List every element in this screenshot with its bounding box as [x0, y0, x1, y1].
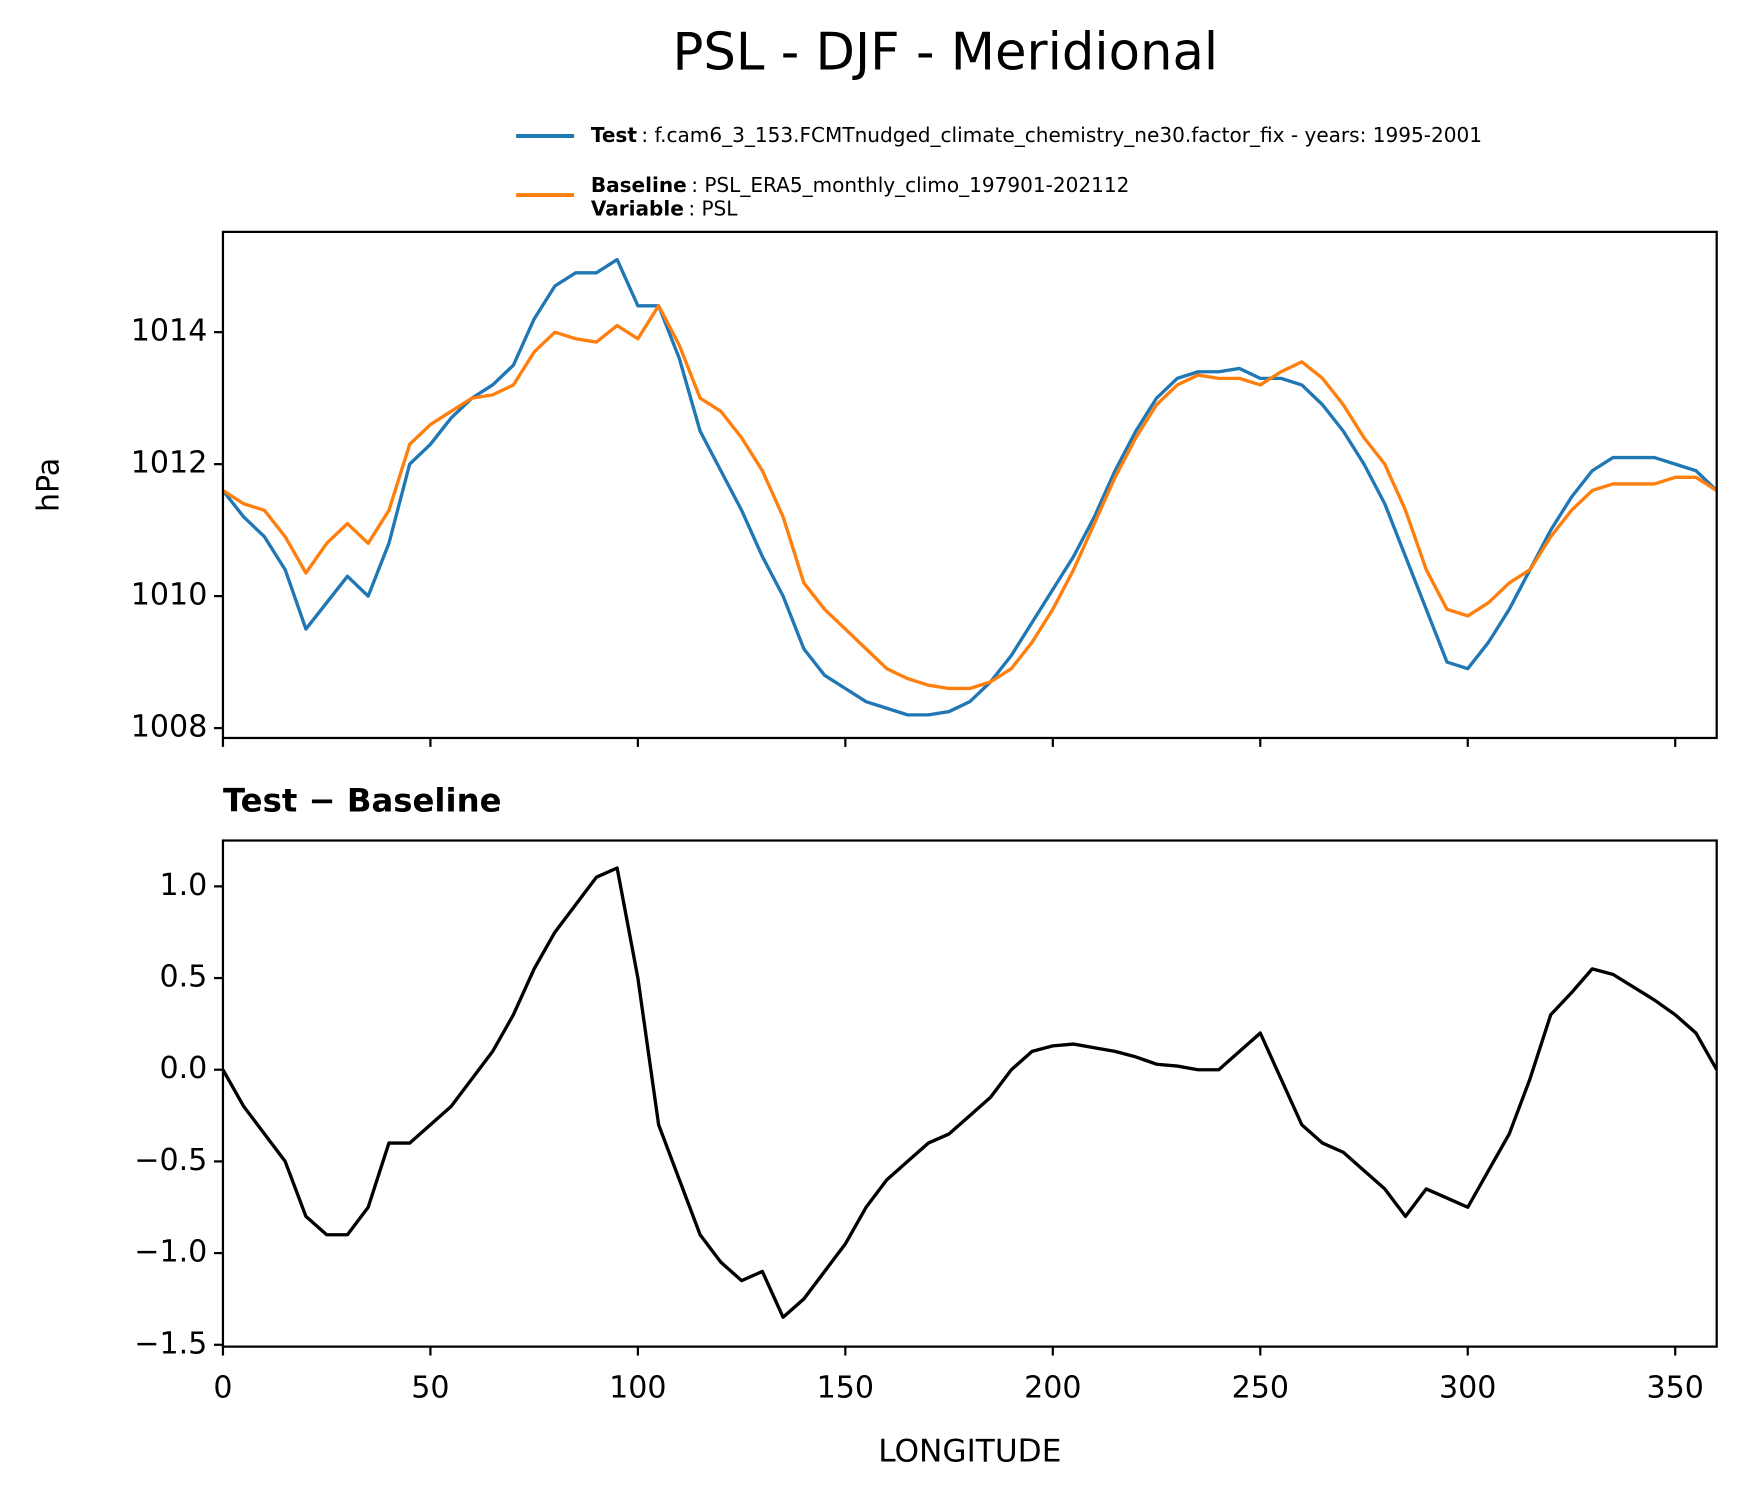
x-tick-label: 350: [1647, 1370, 1704, 1405]
legend-variable-detail: : PSL: [688, 196, 738, 220]
legend-entry: Baseline: PSL_ERA5_monthly_climo_197901-…: [591, 173, 1130, 197]
x-tick-label: 200: [1024, 1370, 1081, 1405]
y-tick-label: 0.5: [159, 960, 207, 995]
x-tick-label: 50: [411, 1370, 449, 1405]
y-tick-label: −0.5: [134, 1143, 207, 1178]
x-tick-label: 250: [1232, 1370, 1289, 1405]
axes-frame: [221, 230, 1718, 740]
legend-detail: : f.cam6_3_153.FCMTnudged_climate_chemis…: [641, 123, 1482, 147]
x-tick-label: 300: [1439, 1370, 1496, 1405]
legend-name: Baseline: [591, 173, 687, 197]
y-tick-label: −1.5: [134, 1326, 207, 1361]
x-tick-label: 150: [817, 1370, 874, 1405]
y-axis-label: hPa: [32, 458, 67, 512]
legend-detail: : PSL_ERA5_monthly_climo_197901-202112: [691, 173, 1129, 197]
x-axis-label: LONGITUDE: [878, 1434, 1061, 1470]
legend-variable-name: Variable: [591, 196, 684, 220]
legend-entry: Test: f.cam6_3_153.FCMTnudged_climate_ch…: [591, 123, 1482, 147]
y-tick-label: −1.0: [134, 1235, 207, 1270]
y-tick-label: 1014: [131, 314, 208, 349]
legend-name: Test: [591, 123, 638, 147]
legend-variable: Variable: PSL: [591, 196, 738, 220]
line-series: [222, 866, 1717, 1319]
y-tick-label: 1.0: [159, 868, 207, 903]
y-tick-label: 1012: [131, 446, 208, 481]
chart-title: PSL - DJF - Meridional: [672, 23, 1218, 83]
y-tick-label: 0.0: [159, 1051, 207, 1086]
y-tick-label: 1010: [131, 578, 208, 613]
line-series: [222, 304, 1717, 691]
subplot-title: Test − Baseline: [223, 782, 502, 820]
axes-frame: [221, 839, 1718, 1348]
x-tick-label: 100: [609, 1370, 666, 1405]
y-tick-label: 1008: [131, 710, 208, 745]
x-tick-label: 0: [213, 1370, 232, 1405]
